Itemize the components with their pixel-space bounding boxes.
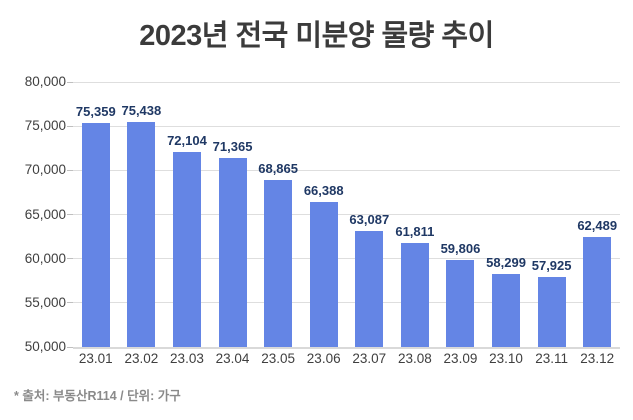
bar[interactable] — [81, 123, 110, 347]
bar-value-label: 61,811 — [395, 223, 435, 239]
bar-value-label: 75,359 — [75, 104, 116, 119]
gridline — [73, 302, 620, 304]
bar-group[interactable]: 72,104 — [164, 82, 210, 347]
y-axis-label: 60,000 — [24, 250, 66, 266]
bar[interactable] — [492, 273, 521, 347]
y-axis-tick-mark — [67, 169, 73, 171]
y-axis-label: 55,000 — [24, 294, 66, 310]
bar[interactable] — [537, 277, 566, 347]
gridline — [73, 125, 620, 127]
bar-group[interactable]: 71,365 — [210, 82, 256, 347]
bar-value-label: 59,806 — [440, 241, 481, 257]
x-axis-label: 23.07 — [352, 351, 387, 366]
x-axis-label: 23.06 — [306, 351, 341, 366]
y-axis-label: 70,000 — [24, 162, 66, 178]
gridline — [73, 346, 620, 349]
y-axis-tick-mark — [67, 125, 73, 127]
bar-group[interactable]: 66,388 — [301, 82, 347, 347]
x-axis-label: 23.08 — [397, 351, 432, 366]
y-axis-tick-mark — [67, 258, 73, 260]
x-axis-label: 23.09 — [443, 351, 478, 366]
y-axis-tick-mark — [67, 81, 73, 83]
x-axis-label: 23.04 — [215, 351, 250, 366]
bar-group[interactable]: 75,438 — [119, 82, 165, 347]
bar-value-label: 57,925 — [531, 258, 572, 273]
bar[interactable] — [264, 180, 293, 347]
bar[interactable] — [172, 151, 201, 347]
bar-value-label: 71,365 — [212, 139, 253, 155]
y-axis-label: 75,000 — [24, 118, 66, 134]
bar-group[interactable]: 57,925 — [529, 82, 575, 347]
bar[interactable] — [400, 242, 429, 347]
bar[interactable] — [127, 122, 156, 347]
bar-value-label: 58,299 — [486, 254, 526, 270]
bar-value-label: 75,438 — [121, 103, 162, 119]
gridline — [73, 258, 620, 260]
bar-group[interactable]: 63,087 — [347, 82, 393, 347]
chart-footnote: * 출처: 부동산R114 / 단위: 가구 — [14, 389, 181, 403]
bar[interactable] — [309, 202, 338, 347]
bar-value-label: 66,388 — [303, 183, 344, 199]
y-axis: 80,000 75,000 70,000 65,000 60,000 55,000 50,0… — [0, 75, 66, 353]
x-axis-label: 23.05 — [261, 351, 296, 366]
plot-area: 75,359 75,438 72,104 71,365 68,865 66,388 63,0… — [67, 81, 620, 349]
x-axis-label: 23.03 — [170, 351, 204, 366]
x-axis-label: 23.10 — [489, 351, 523, 366]
x-axis-label: 23.01 — [78, 351, 113, 366]
y-axis-tick-mark — [67, 346, 73, 348]
bar-group[interactable]: 58,299 — [483, 82, 529, 347]
x-axis: 23.01 23.02 23.03 23.04 23.05 23.06 23.07 23.08… — [73, 351, 620, 373]
bar-value-label: 72,104 — [167, 132, 207, 148]
gridline — [73, 81, 620, 83]
bar-group[interactable]: 75,359 — [73, 82, 119, 347]
bar[interactable] — [583, 236, 612, 347]
bar-value-label: 63,087 — [349, 212, 390, 228]
x-axis-label: 23.12 — [580, 351, 615, 366]
bar-value-label: 68,865 — [258, 161, 298, 177]
bar-group[interactable]: 59,806 — [438, 82, 484, 347]
y-axis-label: 50,000 — [24, 339, 66, 354]
gridline — [73, 169, 620, 171]
y-axis-tick-mark — [67, 302, 73, 304]
bar-group[interactable]: 61,811 — [392, 82, 438, 347]
bar[interactable] — [446, 260, 475, 347]
bar[interactable] — [218, 158, 247, 347]
y-axis-label: 80,000 — [24, 74, 66, 89]
gridline — [73, 214, 620, 215]
bar-group[interactable]: 68,865 — [255, 82, 301, 347]
y-axis-label: 65,000 — [24, 206, 66, 222]
x-axis-label: 23.02 — [124, 351, 159, 366]
bar-value-label: 62,489 — [577, 217, 618, 233]
x-axis-label: 23.11 — [535, 351, 568, 366]
bar[interactable] — [355, 231, 384, 347]
chart-title: 2023년 전국 미분양 물량 추이 — [139, 20, 494, 52]
y-axis-tick-mark — [67, 214, 73, 215]
bar-group[interactable]: 62,489 — [574, 82, 620, 347]
